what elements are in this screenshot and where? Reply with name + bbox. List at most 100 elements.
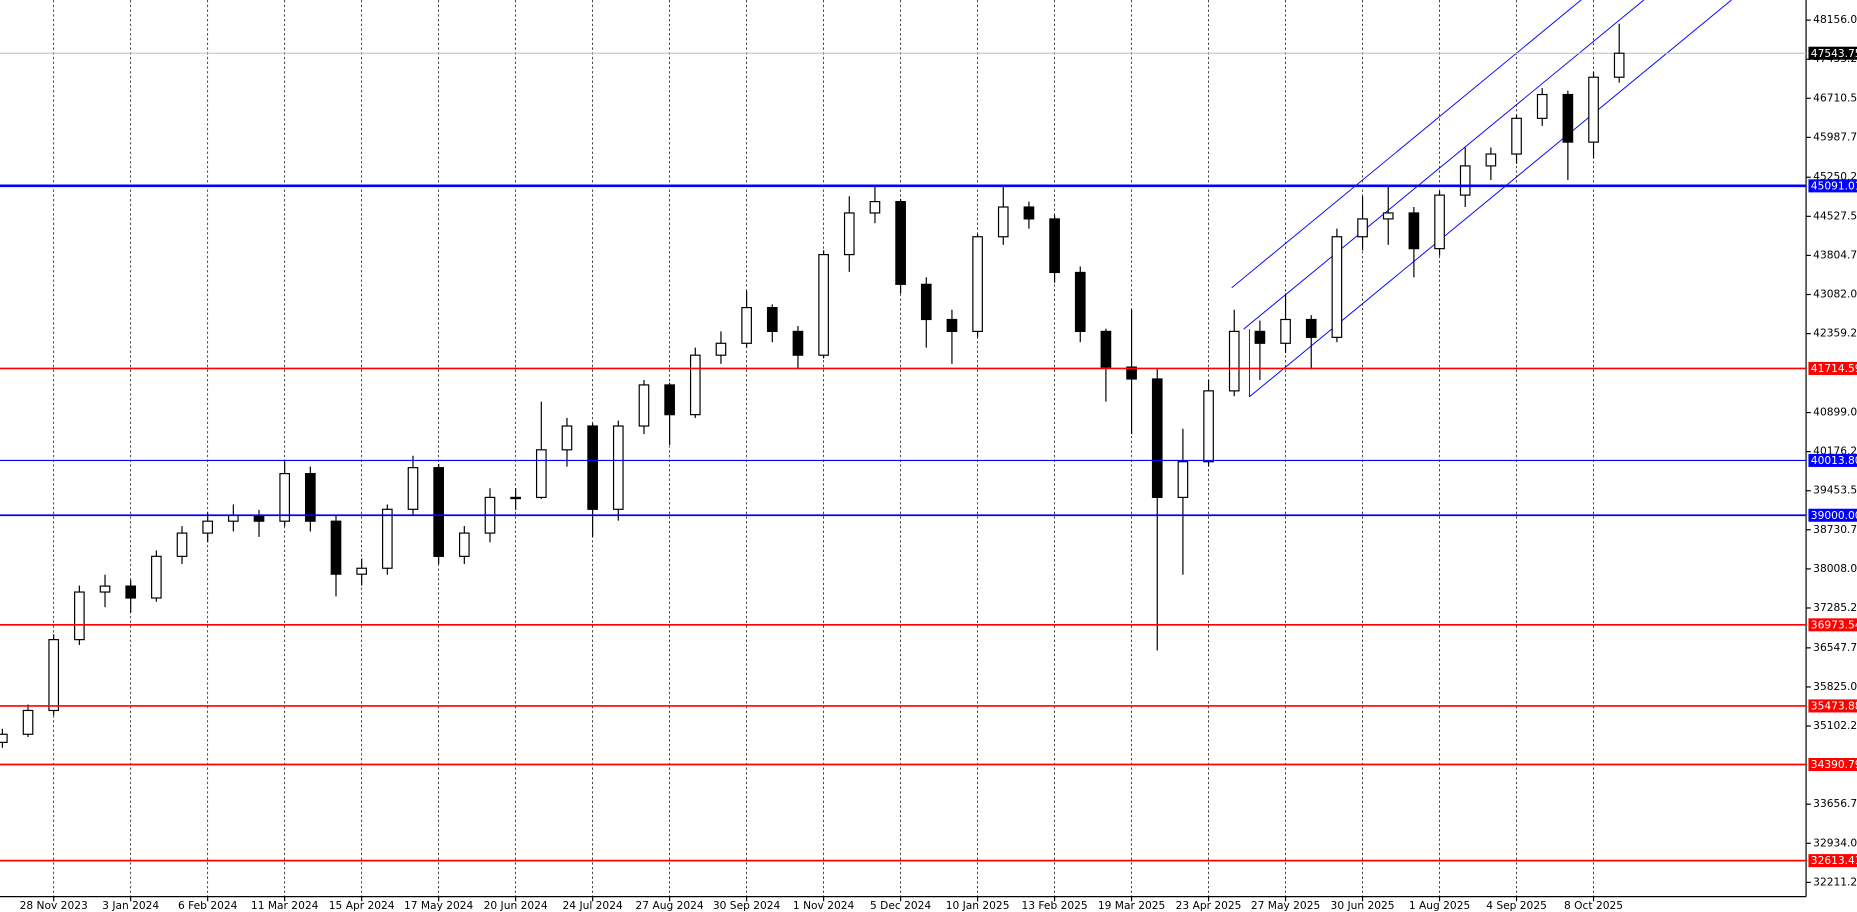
- level-label: 34390.79: [1811, 758, 1857, 771]
- candle-body: [766, 306, 778, 332]
- candle-body: [1254, 330, 1266, 344]
- x-tick-label: 20 Jun 2024: [484, 899, 548, 912]
- level-label: 35473.88: [1811, 700, 1857, 713]
- candle-body: [1074, 271, 1086, 332]
- level-label: 45091.01: [1811, 179, 1857, 192]
- level-label-bg: [1808, 508, 1857, 522]
- x-tick-label: 19 Mar 2025: [1098, 899, 1165, 912]
- level-label: 39000.00: [1811, 509, 1857, 522]
- candle-body: [48, 639, 60, 712]
- x-tick-label: 1 Nov 2024: [793, 899, 855, 912]
- candle-body: [433, 467, 444, 557]
- candle-body: [535, 449, 547, 498]
- candle-body: [1357, 218, 1368, 238]
- candle-body: [0, 733, 8, 743]
- candle-body: [407, 467, 419, 510]
- level-label-bg: [1808, 757, 1857, 772]
- y-tick-label: 37285.25: [1813, 601, 1857, 614]
- candle-body: [869, 201, 881, 214]
- level-label: 32613.41: [1811, 854, 1857, 867]
- candle-body: [1203, 390, 1214, 463]
- candle-body: [997, 206, 1009, 238]
- candle-body: [151, 555, 162, 599]
- candle-body: [1408, 212, 1420, 250]
- x-tick-label: 28 Nov 2023: [20, 899, 88, 912]
- level-label-bg: [1808, 618, 1857, 632]
- level-label-bg: [1808, 361, 1857, 375]
- candle-body: [99, 585, 111, 593]
- channel-lower: [1249, 0, 1732, 398]
- candle-body: [1588, 76, 1599, 143]
- y-tick-label: 42359.25: [1813, 327, 1857, 340]
- x-tick-label: 24 Jul 2024: [563, 899, 623, 912]
- y-tick-label: 36547.75: [1813, 641, 1857, 654]
- y-tick-label: 44527.50: [1813, 209, 1857, 222]
- candle-body: [510, 496, 521, 500]
- level-label-bg: [1808, 854, 1857, 868]
- x-tick-label: 8 Oct 2025: [1564, 899, 1623, 912]
- candle-body: [1177, 461, 1189, 498]
- level-label-bg: [1808, 699, 1857, 713]
- y-tick-label: 43082.00: [1813, 288, 1857, 301]
- candle-body: [22, 709, 34, 735]
- candle-body: [895, 201, 906, 285]
- candle-body: [202, 520, 214, 534]
- candle-body: [356, 567, 367, 575]
- current-price-bg: [1808, 46, 1857, 60]
- candle-body: [946, 318, 958, 332]
- candle-body: [1126, 366, 1137, 380]
- candle-body: [664, 384, 675, 416]
- candle-body: [792, 330, 804, 356]
- level-label: 40013.80: [1811, 454, 1857, 467]
- y-tick-label: 48156.00: [1813, 13, 1857, 26]
- candle-body: [1562, 93, 1574, 143]
- candle-body: [1100, 330, 1112, 368]
- candle-body: [228, 514, 239, 522]
- candle-body: [1228, 330, 1240, 392]
- candle-body: [1511, 117, 1522, 155]
- candle-body: [74, 591, 85, 641]
- candle-body: [1613, 52, 1625, 78]
- candle-body: [741, 306, 752, 344]
- x-tick-label: 1 Aug 2025: [1409, 899, 1470, 912]
- candle-body: [1485, 153, 1497, 167]
- y-tick-label: 35102.25: [1813, 719, 1857, 732]
- candle-body: [587, 425, 598, 510]
- candle-body: [689, 354, 701, 416]
- candle-body: [1049, 218, 1060, 274]
- candle-body: [330, 520, 342, 575]
- channel-middle: [1243, 0, 1645, 330]
- y-tick-label: 39453.50: [1813, 484, 1857, 497]
- level-label: 36973.54: [1811, 618, 1857, 631]
- candle-body: [638, 384, 650, 427]
- candle-body: [125, 585, 137, 599]
- x-tick-label: 6 Feb 2024: [178, 899, 238, 912]
- candle-body: [458, 532, 470, 557]
- candle-body: [1331, 236, 1343, 338]
- y-tick-label: 32211.25: [1813, 875, 1857, 888]
- candle-body: [920, 283, 932, 321]
- y-tick-label: 33656.75: [1813, 797, 1857, 810]
- candle-body: [253, 514, 265, 522]
- candle-body: [381, 508, 393, 569]
- y-tick-label: 38730.75: [1813, 523, 1857, 536]
- y-tick-label: 35825.00: [1813, 680, 1857, 693]
- x-tick-label: 11 Mar 2024: [251, 899, 319, 912]
- candle-body: [1280, 318, 1291, 344]
- x-tick-label: 17 May 2024: [404, 899, 474, 912]
- level-label-bg: [1808, 453, 1857, 467]
- x-tick-label: 10 Jan 2025: [946, 899, 1010, 912]
- x-tick-label: 3 Jan 2024: [102, 899, 159, 912]
- candle-body: [176, 532, 188, 557]
- x-tick-label: 30 Jun 2025: [1331, 899, 1395, 912]
- level-label: 41714.59: [1811, 362, 1857, 375]
- candle-body: [1536, 93, 1548, 119]
- y-tick-label: 43804.75: [1813, 248, 1857, 261]
- x-tick-label: 13 Feb 2025: [1021, 899, 1087, 912]
- candle-body: [1023, 206, 1035, 220]
- candle-body: [279, 473, 291, 522]
- x-tick-label: 30 Sep 2024: [713, 899, 781, 912]
